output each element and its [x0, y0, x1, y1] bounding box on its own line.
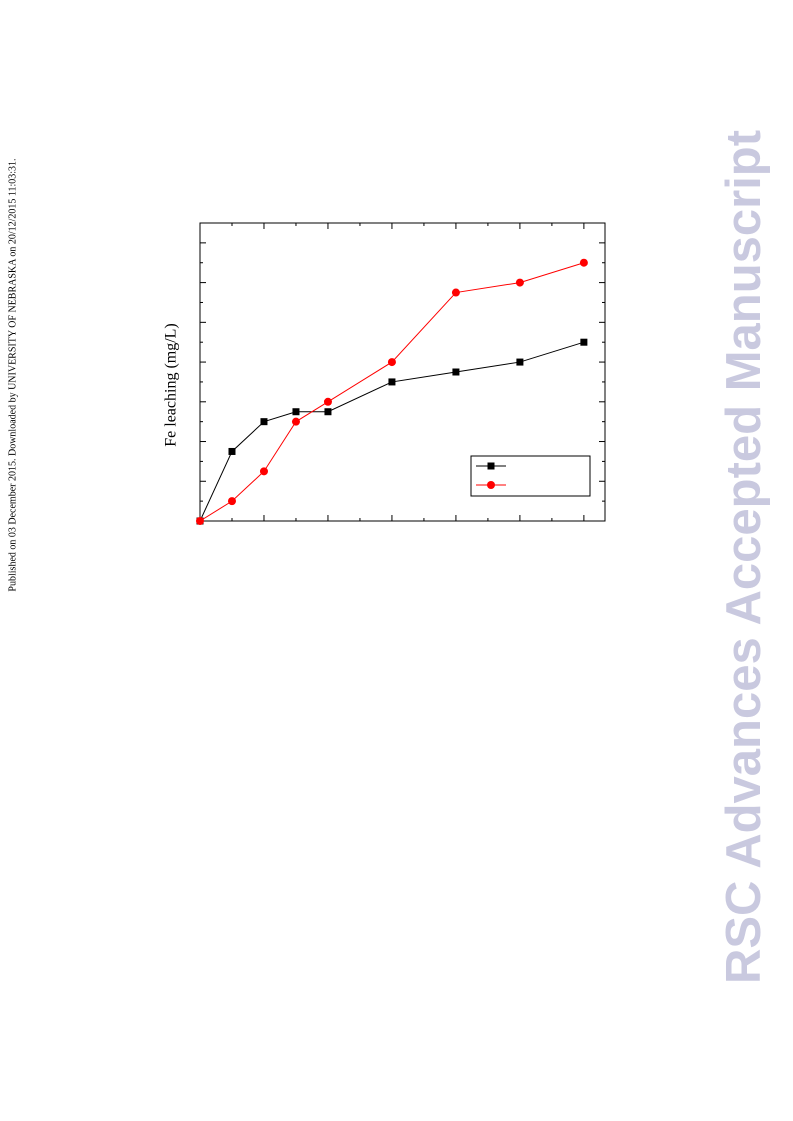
data-point: [323, 397, 332, 406]
data-point: [324, 408, 332, 416]
data-point: [228, 447, 236, 455]
legend-box: [470, 455, 591, 497]
side-note: Published on 03 December 2015. Downloade…: [7, 158, 18, 591]
data-point: [260, 418, 268, 426]
data-point: [579, 258, 588, 267]
data-point: [291, 417, 300, 426]
legend-marker: [487, 462, 495, 470]
data-point: [259, 467, 268, 476]
data-point: [452, 368, 460, 376]
data-point: [515, 278, 524, 287]
data-point: [292, 408, 300, 416]
data-point: [516, 358, 524, 366]
data-point: [580, 338, 588, 346]
data-point: [196, 517, 204, 525]
data-point: [387, 358, 396, 367]
data-point: [227, 497, 236, 506]
y-axis-label: Fe leaching (mg/L): [163, 323, 180, 447]
data-point: [451, 288, 460, 297]
plot-frame: [199, 222, 606, 522]
legend-marker: [487, 481, 495, 489]
watermark: RSC Advances Accepted Manuscript: [717, 130, 771, 984]
data-point: [388, 378, 396, 386]
